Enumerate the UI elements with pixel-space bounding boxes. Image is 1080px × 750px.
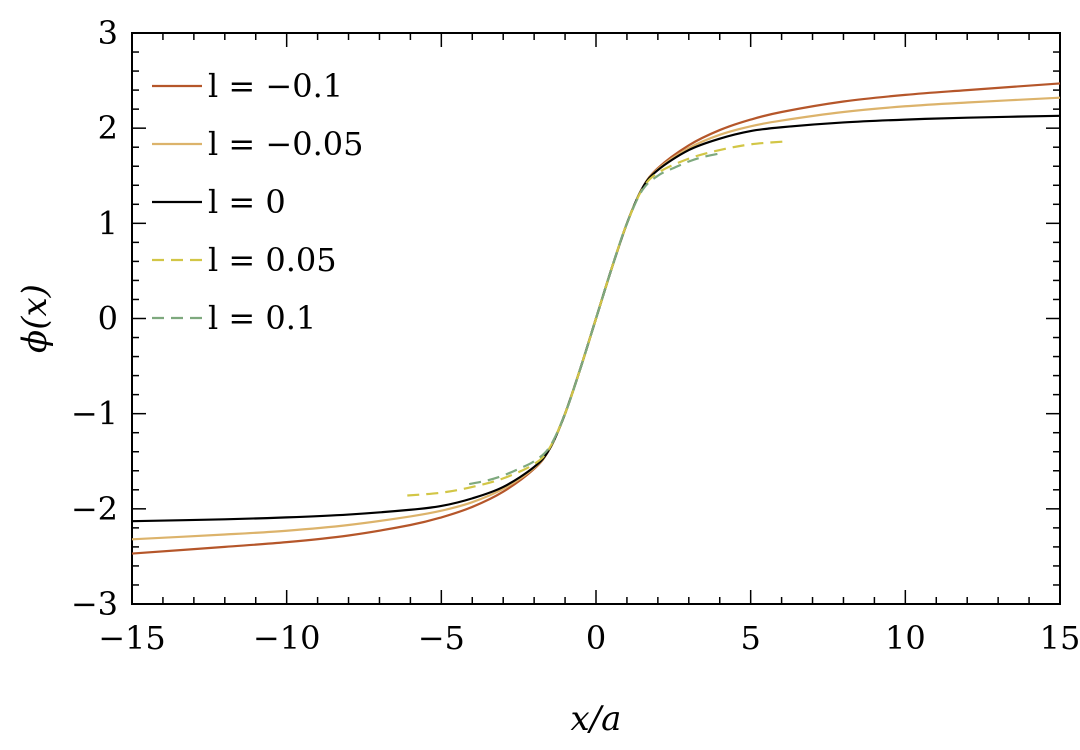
series-line-3	[407, 140, 785, 497]
x-tick-label: 15	[1040, 619, 1080, 657]
y-tick-label: −2	[71, 490, 118, 528]
x-tick-label: 5	[740, 619, 760, 657]
x-axis-label: x/a	[571, 699, 622, 739]
x-tick-label: −5	[418, 619, 465, 657]
y-axis-label: ϕ(x)	[15, 284, 55, 353]
legend: l = −0.1 l = −0.05 l = 0 l = 0.05 l = 0.1	[152, 67, 363, 337]
y-tick-label: 0	[98, 300, 118, 338]
legend-label-3: l = 0.05	[208, 241, 337, 279]
legend-label-1: l = −0.05	[208, 125, 363, 163]
series-lines	[131, 82, 1061, 555]
axes-ticks	[131, 32, 1061, 605]
legend-label-0: l = −0.1	[208, 67, 343, 105]
legend-label-4: l = 0.1	[208, 299, 316, 337]
x-tick-label: 0	[586, 619, 606, 657]
x-tick-label: −10	[253, 619, 321, 657]
x-tick-label: 10	[885, 619, 926, 657]
x-tick-label: −15	[98, 619, 166, 657]
legend-label-2: l = 0	[208, 183, 286, 221]
y-tick-label: 1	[98, 204, 118, 242]
y-tick-label: −3	[71, 585, 118, 623]
y-tick-label: 2	[98, 109, 118, 147]
y-tick-label: −1	[71, 395, 118, 433]
y-tick-label: 3	[98, 14, 118, 52]
series-line-4	[468, 151, 724, 486]
